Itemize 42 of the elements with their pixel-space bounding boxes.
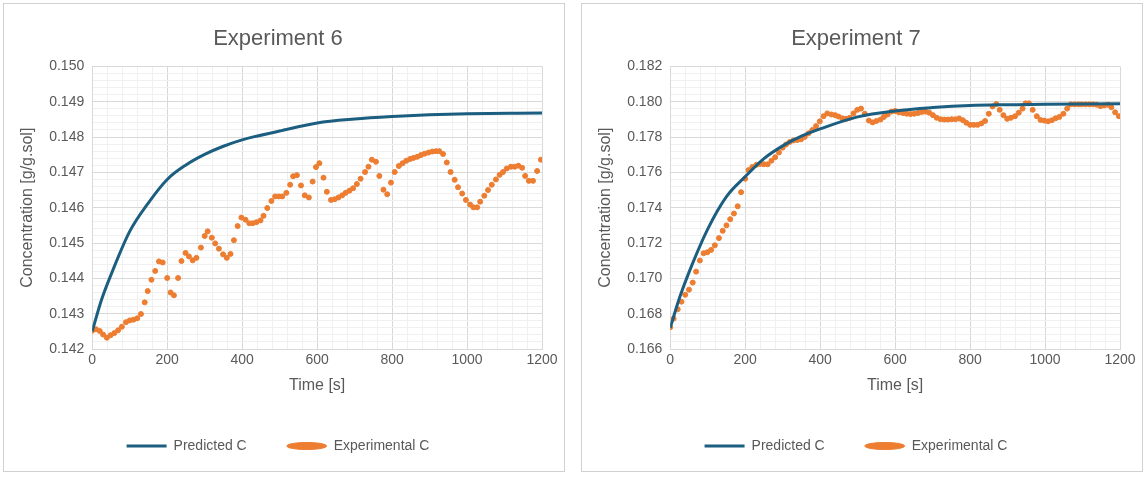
y-tick-label: 0.146 <box>49 198 85 215</box>
x-tick-label: 0 <box>666 351 675 368</box>
y-axis-title: Concentration [g/g.sol] <box>18 127 36 288</box>
x-tick-label: 1000 <box>451 351 483 368</box>
y-tick-label: 0.149 <box>49 92 85 109</box>
y-tick-label: 0.174 <box>627 198 663 215</box>
x-tick-label: 800 <box>380 351 404 368</box>
y-tick-label: 0.170 <box>627 269 663 286</box>
x-tick-label: 1200 <box>526 351 558 368</box>
x-tick-label: 200 <box>733 351 758 368</box>
x-tick-label: 800 <box>958 351 982 368</box>
y-tick-label: 0.143 <box>49 304 85 321</box>
x-tick-label: 400 <box>808 351 833 368</box>
x-tick-label: 200 <box>155 351 180 368</box>
chart-title: Experiment 7 <box>791 25 921 51</box>
y-tick-label: 0.145 <box>49 233 85 250</box>
x-tick-label: 0 <box>88 351 97 368</box>
x-axis-title: Time [s] <box>288 375 346 393</box>
legend-label: Experimental C <box>911 436 1008 453</box>
x-tick-label: 400 <box>230 351 255 368</box>
y-tick-label: 0.147 <box>49 163 85 180</box>
y-tick-label: 0.166 <box>627 339 663 356</box>
y-tick-label: 0.144 <box>49 269 85 286</box>
y-axis-title: Concentration [g/g.sol] <box>596 127 614 288</box>
x-axis-title: Time [s] <box>866 375 924 393</box>
y-tick-label: 0.182 <box>627 57 663 74</box>
y-tick-label: 0.180 <box>627 92 663 109</box>
x-tick-label: 1000 <box>1029 351 1061 368</box>
legend-label: Predicted C <box>173 436 247 453</box>
legend-label: Predicted C <box>751 436 825 453</box>
y-tick-label: 0.148 <box>49 127 85 144</box>
chart-title: Experiment 6 <box>213 25 343 51</box>
x-tick-label: 1200 <box>1104 351 1136 368</box>
x-tick-label: 600 <box>305 351 330 368</box>
y-tick-label: 0.150 <box>49 57 85 74</box>
y-tick-label: 0.178 <box>627 127 663 144</box>
y-tick-label: 0.168 <box>627 304 663 321</box>
y-tick-label: 0.142 <box>49 339 85 356</box>
y-tick-label: 0.176 <box>627 163 663 180</box>
legend-label: Experimental C <box>333 436 430 453</box>
y-tick-label: 0.172 <box>627 233 663 250</box>
x-tick-label: 600 <box>883 351 908 368</box>
